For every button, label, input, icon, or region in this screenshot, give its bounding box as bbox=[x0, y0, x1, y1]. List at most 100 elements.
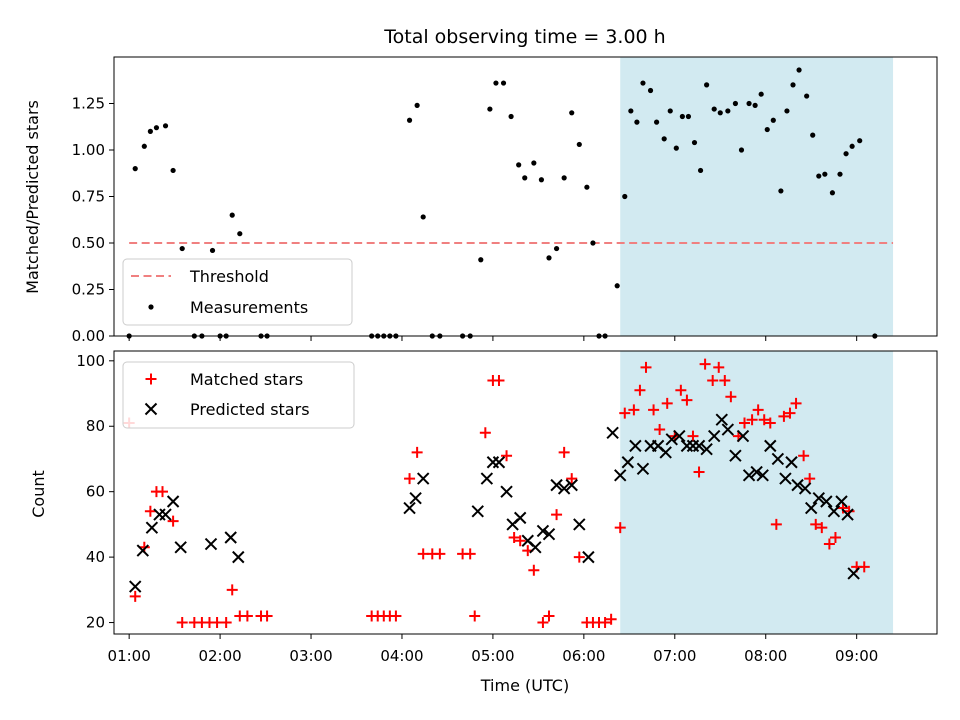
matched-star-point bbox=[434, 548, 446, 560]
matched-star-point bbox=[634, 384, 646, 396]
matched-star-point bbox=[167, 515, 179, 527]
matched-star-point bbox=[654, 424, 666, 436]
top-axes-frame bbox=[113, 56, 938, 337]
y-tick-label: 1.00 bbox=[72, 141, 105, 159]
legend-plus-marker bbox=[145, 373, 157, 385]
measurement-point bbox=[857, 138, 863, 144]
predicted-star-point bbox=[756, 469, 769, 482]
measurement-point bbox=[837, 171, 843, 177]
matched-star-point bbox=[675, 384, 687, 396]
matched-star-point bbox=[537, 617, 549, 629]
measurement-point bbox=[647, 87, 654, 94]
matched-star-point bbox=[713, 361, 725, 373]
observing-window-shade-top bbox=[620, 57, 894, 336]
matched-star-point bbox=[746, 414, 758, 426]
top-legend-box bbox=[122, 258, 353, 326]
matched-star-point bbox=[858, 561, 870, 573]
bottom-legend-box bbox=[122, 361, 355, 429]
measurement-point bbox=[179, 245, 185, 252]
predicted-star-point bbox=[582, 550, 595, 564]
predicted-star-point bbox=[621, 456, 635, 469]
measurement-point bbox=[561, 175, 567, 181]
measurement-point bbox=[778, 188, 784, 194]
predicted-star-point bbox=[847, 567, 860, 580]
measurement-point bbox=[784, 108, 790, 114]
predicted-star-point bbox=[500, 485, 513, 498]
predicted-star-point bbox=[707, 429, 721, 443]
predicted-star-point bbox=[513, 511, 527, 525]
measurement-point bbox=[237, 231, 243, 237]
matched-star-point bbox=[619, 407, 631, 419]
bottom-legend: Matched stars Predicted stars bbox=[122, 361, 355, 429]
matched-star-point bbox=[758, 414, 770, 426]
predicted-star-point bbox=[820, 495, 833, 508]
predicted-star-point bbox=[771, 452, 785, 466]
measurement-point bbox=[849, 143, 855, 149]
measurement-point bbox=[717, 110, 723, 116]
x-tick-label: 03:00 bbox=[289, 647, 332, 665]
x-tick-label: 05:00 bbox=[471, 647, 514, 665]
measurement-point bbox=[725, 108, 731, 114]
matched-star-point bbox=[226, 584, 238, 596]
measurement-point bbox=[170, 167, 176, 174]
predicted-star-point bbox=[614, 469, 627, 482]
predicted-star-point bbox=[550, 478, 563, 492]
matched-star-point bbox=[752, 404, 764, 416]
measurement-point bbox=[673, 145, 679, 151]
matched-star-point bbox=[661, 397, 673, 409]
measurement-point bbox=[132, 166, 138, 172]
top-x-axis-ticks bbox=[128, 336, 858, 341]
predicted-star-point bbox=[145, 521, 159, 534]
measurement-point bbox=[569, 110, 575, 116]
matched-star-point bbox=[479, 427, 491, 439]
measurement-point bbox=[508, 113, 514, 120]
measurement-point bbox=[843, 151, 849, 157]
measurement-point bbox=[614, 283, 620, 289]
measurement-point bbox=[685, 113, 692, 120]
matched-star-point bbox=[404, 473, 416, 485]
predicted-star-point bbox=[471, 505, 484, 518]
predicted-star-point bbox=[565, 478, 578, 492]
legend-predicted-swatch bbox=[144, 402, 158, 416]
predicted-star-point bbox=[542, 528, 556, 541]
measurement-point bbox=[531, 160, 537, 166]
measurement-point bbox=[584, 184, 590, 190]
matched-star-point bbox=[725, 391, 737, 403]
predicted-star-point bbox=[692, 439, 706, 453]
predicted-star-point bbox=[812, 492, 825, 505]
measurement-point bbox=[500, 80, 507, 86]
matched-star-point bbox=[528, 564, 540, 576]
chart-title: Total observing time = 3.00 h bbox=[383, 26, 665, 48]
measurement-point bbox=[553, 245, 560, 252]
matched-star-point bbox=[605, 613, 617, 625]
predicted-star-point bbox=[798, 482, 812, 495]
predicted-star-point bbox=[729, 449, 742, 462]
measurement-point bbox=[590, 240, 596, 246]
matched-star-point bbox=[566, 473, 578, 485]
observing-window-shade-bottom bbox=[620, 351, 894, 634]
predicted-star-point bbox=[700, 442, 713, 456]
measurement-point bbox=[770, 117, 776, 123]
matched-star-point bbox=[469, 610, 481, 622]
measurement-point bbox=[679, 113, 685, 120]
predicted-star-point bbox=[659, 446, 672, 459]
measurement-point bbox=[732, 100, 739, 107]
predicted-star-point bbox=[159, 508, 172, 521]
measurement-point bbox=[487, 106, 493, 112]
measurement-point bbox=[752, 102, 758, 108]
predicted-star-point bbox=[606, 426, 619, 439]
predicted-star-point bbox=[166, 495, 180, 508]
measurement-point bbox=[141, 143, 147, 149]
predicted-star-point bbox=[841, 508, 854, 521]
x-tick-label: 04:00 bbox=[380, 647, 423, 665]
matched-star-point bbox=[804, 473, 816, 485]
predicted-star-point bbox=[804, 501, 818, 515]
predicted-star-point bbox=[480, 472, 494, 485]
matched-star-point bbox=[464, 548, 476, 560]
predicted-star-point bbox=[791, 478, 804, 492]
matched-star-point bbox=[411, 446, 423, 458]
matched-star-point bbox=[739, 417, 751, 429]
matched-star-point bbox=[640, 361, 652, 373]
matched-star-point bbox=[816, 522, 828, 534]
matched-star-point bbox=[508, 531, 520, 543]
